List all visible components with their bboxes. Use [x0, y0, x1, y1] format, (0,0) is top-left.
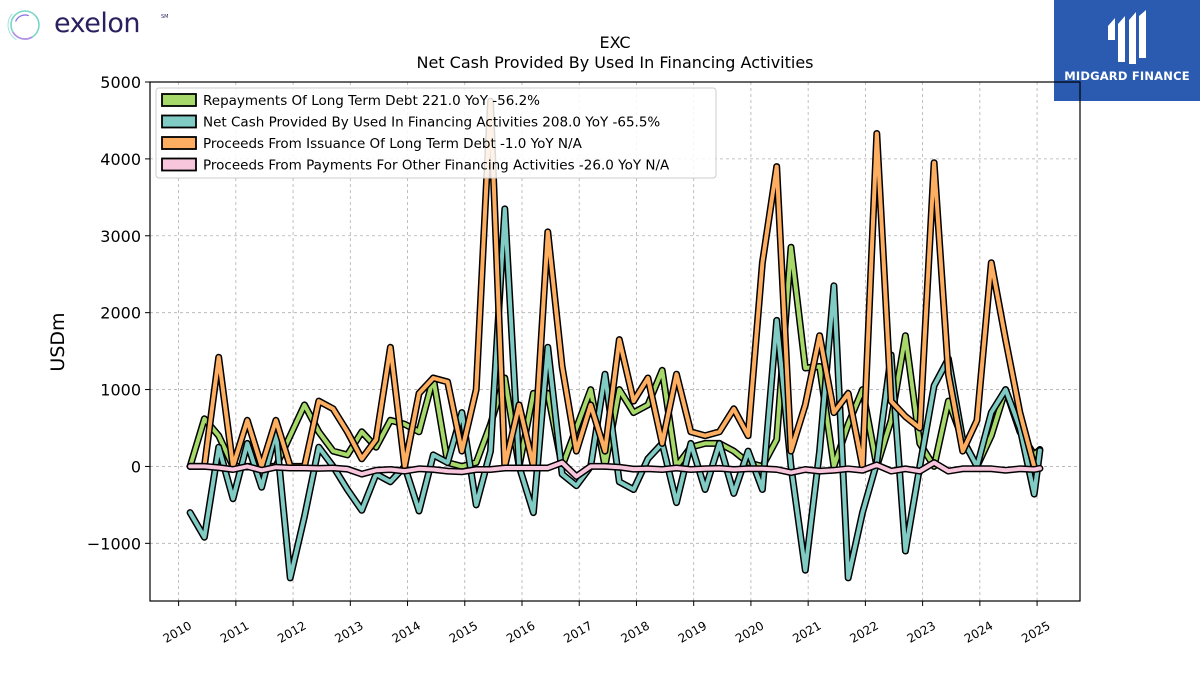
legend-label-0: Repayments Of Long Term Debt 221.0 YoY -…: [203, 93, 540, 109]
exelon-logo: exelon SM: [4, 4, 174, 46]
legend: Repayments Of Long Term Debt 221.0 YoY -…: [155, 87, 717, 179]
x-tick-label: 2010: [161, 618, 194, 645]
y-tick-label: 2000: [100, 304, 141, 323]
legend-swatch-3: [161, 157, 197, 172]
plot-frame: [149, 81, 1081, 602]
service-mark: SM: [161, 14, 169, 20]
series-line-0: [188, 245, 1042, 469]
legend-label-3: Proceeds From Payments For Other Financi…: [203, 158, 670, 174]
midgard-mark-icon: [1108, 10, 1146, 64]
x-tick-label: 2023: [905, 618, 938, 645]
legend-label-1: Net Cash Provided By Used In Financing A…: [203, 115, 660, 131]
chart-subtitle: Net Cash Provided By Used In Financing A…: [416, 53, 813, 72]
x-tick-label: 2017: [561, 618, 594, 645]
legend-swatch-0: [161, 93, 197, 107]
x-tick-label: 2025: [1019, 618, 1052, 645]
midgard-brand-name: MIDGARD FINANCE: [1064, 69, 1190, 83]
y-tick-label: 0: [131, 457, 141, 476]
x-tick-label: 2022: [847, 618, 880, 645]
y-tick-label: 4000: [100, 150, 141, 169]
y-axis-label: USDm: [47, 312, 69, 371]
legend-swatch-2: [161, 136, 197, 150]
chart-title: EXC: [599, 33, 630, 52]
exelon-wordmark: exelon: [54, 8, 141, 39]
y-tick-label: 5000: [100, 73, 141, 92]
legend-box: [155, 87, 717, 179]
x-tick-label: 2018: [619, 618, 652, 645]
series-line-3: [188, 460, 1042, 479]
x-tick-label: 2013: [332, 618, 365, 645]
plot-area: −1000 0 1000 2000 3000 4000 5000 2010 2011 2012 20…: [87, 73, 1081, 646]
x-tick-label: 2020: [733, 618, 766, 645]
x-tick-label: 2019: [676, 618, 709, 645]
y-tick-label: 1000: [100, 381, 141, 400]
y-tick-label: −1000: [87, 534, 141, 553]
midgard-finance-logo: MIDGARD FINANCE: [1054, 0, 1200, 101]
series-line-2: [188, 99, 1037, 469]
legend-swatch-1: [161, 114, 197, 129]
x-tick-label: 2021: [790, 618, 823, 645]
x-tick-label: 2016: [504, 618, 537, 645]
exelon-mark-icon: [7, 7, 43, 43]
x-tick-label: 2015: [447, 618, 480, 645]
y-tick-label: 3000: [100, 227, 141, 246]
x-tick-label: 2024: [962, 618, 995, 645]
x-tick-label: 2014: [390, 618, 423, 645]
x-tick-label: 2012: [275, 618, 308, 645]
x-tick-label: 2011: [218, 618, 251, 645]
legend-label-2: Proceeds From Issuance Of Long Term Debt…: [203, 136, 583, 152]
